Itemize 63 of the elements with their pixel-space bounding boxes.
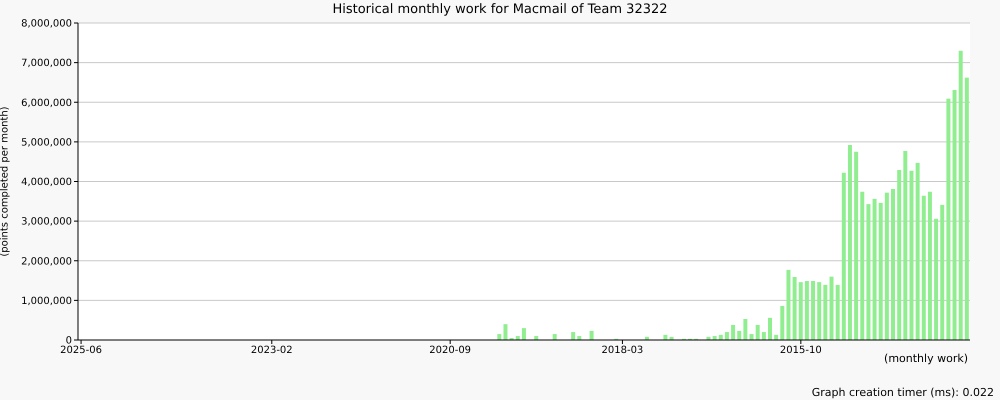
bar bbox=[878, 202, 883, 340]
bar bbox=[928, 192, 932, 340]
y-tick-label: 5,000,000 bbox=[21, 137, 72, 148]
bar bbox=[884, 192, 889, 340]
bar bbox=[768, 318, 772, 340]
y-tick-label: 8,000,000 bbox=[21, 18, 72, 30]
y-tick-label: 3,000,000 bbox=[21, 216, 72, 228]
bar bbox=[522, 328, 526, 340]
bar bbox=[798, 282, 803, 340]
bar bbox=[817, 282, 822, 340]
bar bbox=[552, 334, 557, 340]
bar bbox=[866, 204, 870, 340]
bar bbox=[842, 172, 846, 340]
bar bbox=[872, 198, 877, 340]
x-tick-label: 2025-06 bbox=[60, 345, 102, 356]
bar bbox=[497, 334, 502, 340]
bar bbox=[964, 78, 969, 340]
bar bbox=[836, 284, 840, 340]
bar bbox=[811, 280, 816, 340]
x-axis-title: (monthly work) bbox=[884, 352, 968, 365]
bar bbox=[503, 324, 508, 340]
y-tick-label: 4,000,000 bbox=[21, 177, 72, 188]
chart-title: Historical monthly work for Macmail of Team 32322 bbox=[331, 2, 669, 17]
bar bbox=[934, 218, 938, 340]
bar bbox=[946, 98, 950, 340]
x-tick-label: 2023-02 bbox=[250, 345, 293, 356]
bar bbox=[952, 90, 957, 340]
y-tick-label: 1,000,000 bbox=[21, 296, 72, 307]
bar bbox=[756, 324, 760, 340]
bar bbox=[792, 276, 797, 340]
bar bbox=[909, 170, 914, 340]
y-tick-label: 6,000,000 bbox=[21, 98, 72, 109]
bar bbox=[922, 196, 926, 340]
bar bbox=[750, 334, 754, 340]
bar bbox=[891, 189, 896, 340]
text: Graph creation timer (ms): 0.022 bbox=[812, 386, 994, 399]
bar bbox=[916, 162, 920, 340]
bar bbox=[830, 276, 834, 340]
y-tick-label: 0 bbox=[66, 336, 72, 347]
bar bbox=[571, 332, 576, 340]
bar bbox=[940, 204, 944, 340]
bar bbox=[848, 145, 852, 340]
bar bbox=[903, 150, 908, 340]
bar bbox=[743, 319, 748, 340]
bar bbox=[860, 192, 864, 340]
bar bbox=[786, 270, 790, 340]
bar bbox=[823, 284, 828, 340]
bar bbox=[854, 152, 858, 340]
bar bbox=[897, 170, 902, 340]
bar bbox=[958, 50, 963, 340]
bar bbox=[804, 280, 809, 340]
x-tick-label: 2020-09 bbox=[429, 345, 472, 356]
bar bbox=[724, 332, 729, 340]
y-axis-title: (points completed per month) bbox=[0, 106, 11, 257]
x-tick-label: 2018-03 bbox=[602, 345, 644, 356]
y-tick-label: 2,000,000 bbox=[21, 256, 72, 268]
bar bbox=[780, 306, 784, 340]
bar bbox=[590, 330, 594, 340]
y-tick-label: 7,000,000 bbox=[21, 58, 72, 70]
bar bbox=[762, 332, 766, 340]
bar bbox=[737, 330, 742, 340]
x-tick-label: 2015-10 bbox=[780, 345, 822, 356]
bar bbox=[731, 324, 736, 340]
